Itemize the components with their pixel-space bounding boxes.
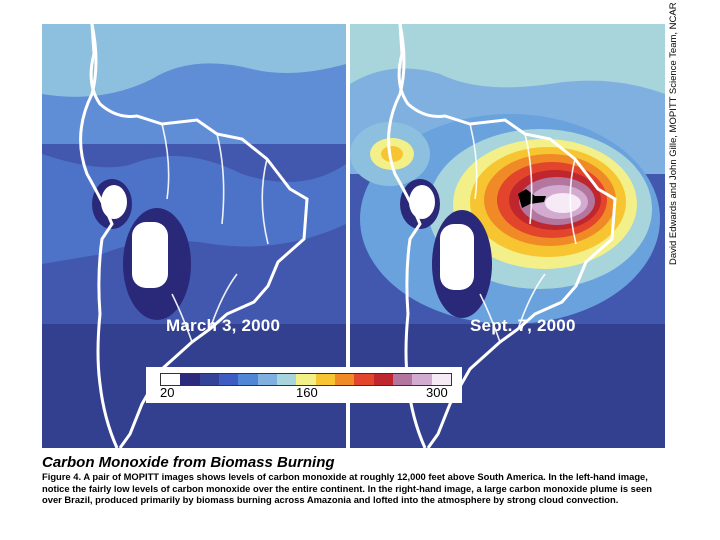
image-credit: David Edwards and John Gille, MOPITT Sci… — [668, 2, 679, 265]
color-scale-bar — [160, 373, 452, 386]
date-label-right: Sept. 7, 2000 — [470, 316, 576, 335]
legend-swatch-0 — [161, 374, 181, 385]
legend-swatch-12 — [392, 374, 413, 385]
legend-swatch-6 — [276, 374, 297, 385]
legend-swatch-10 — [354, 374, 374, 385]
andes-mask-south — [440, 224, 474, 290]
legend-mid-label: 160 — [296, 385, 318, 400]
legend-swatch-2 — [199, 374, 219, 385]
legend-max-label: 300 — [426, 385, 448, 400]
legend-swatch-13 — [412, 374, 432, 385]
legend-swatch-8 — [315, 374, 335, 385]
andes-mask-north — [409, 185, 435, 219]
legend-min-label: 20 — [160, 385, 175, 400]
legend-swatch-11 — [373, 374, 393, 385]
andes-mask-south — [132, 222, 168, 288]
date-label-left: March 3, 2000 — [166, 316, 281, 335]
legend-swatch-4 — [238, 374, 258, 385]
legend-swatch-5 — [257, 374, 277, 385]
andes-mask-north — [101, 185, 127, 219]
legend-swatch-3 — [218, 374, 239, 385]
legend-swatch-9 — [334, 374, 355, 385]
legend-swatch-14 — [431, 374, 451, 385]
color-scale-legend: 20 160 300 — [146, 367, 462, 403]
panel-divider — [346, 24, 350, 448]
legend-swatch-7 — [296, 374, 316, 385]
legend-swatch-1 — [180, 374, 200, 385]
caption-title: Carbon Monoxide from Biomass Burning — [42, 454, 335, 471]
caption-text: Figure 4. A pair of MOPITT images shows … — [42, 471, 653, 505]
